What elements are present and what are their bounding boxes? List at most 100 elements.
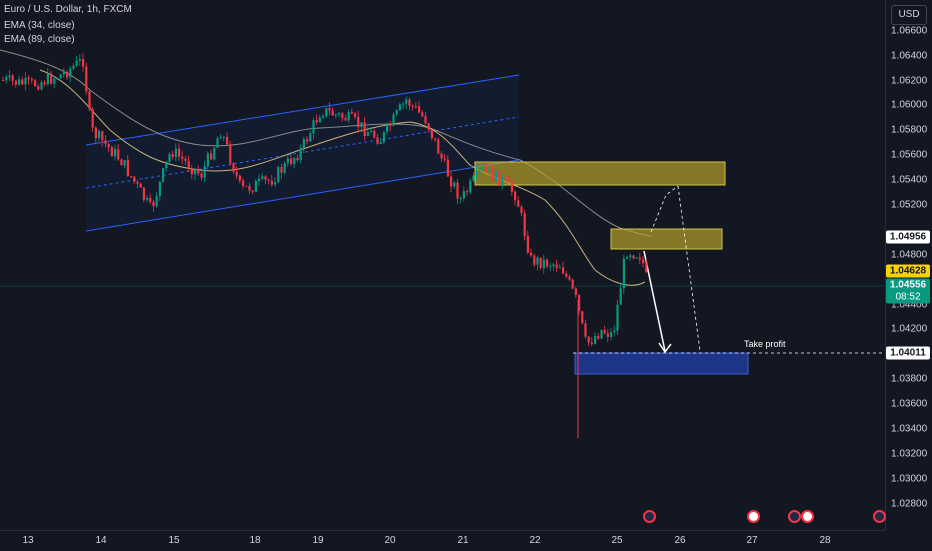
candle-body bbox=[136, 181, 139, 184]
candle-body bbox=[469, 180, 472, 193]
price-tick: 1.05800 bbox=[891, 124, 928, 136]
candle-body bbox=[347, 112, 350, 121]
candle-body bbox=[24, 77, 27, 85]
time-tick: 13 bbox=[22, 535, 34, 546]
candle-body bbox=[603, 329, 606, 334]
candle-body bbox=[357, 116, 360, 128]
candle-body bbox=[606, 333, 609, 337]
candle-body bbox=[514, 191, 517, 201]
candle-body bbox=[363, 122, 366, 136]
candle-body bbox=[315, 120, 318, 123]
bar-countdown: 08:52 bbox=[886, 290, 930, 304]
candle-body bbox=[501, 177, 504, 186]
candle-body bbox=[459, 197, 462, 199]
candle-body bbox=[18, 79, 21, 85]
candle-body bbox=[373, 130, 376, 138]
ema34-legend[interactable]: EMA (34, close) bbox=[4, 20, 75, 31]
candle-body bbox=[133, 176, 136, 182]
chart-svg[interactable] bbox=[0, 0, 885, 530]
candle-body bbox=[360, 122, 363, 128]
candle-body bbox=[485, 167, 488, 172]
candle-body bbox=[30, 79, 33, 81]
price-tick: 1.05600 bbox=[891, 149, 928, 161]
candle-body bbox=[565, 273, 568, 277]
candle-body bbox=[632, 255, 635, 259]
supply-zone-lower bbox=[610, 228, 723, 250]
candle-body bbox=[306, 139, 309, 142]
candle-body bbox=[43, 82, 46, 85]
economic-event-icon[interactable] bbox=[788, 510, 801, 523]
currency-button[interactable]: USD bbox=[891, 5, 927, 25]
zone-price-tag: 1.04956 bbox=[886, 230, 930, 244]
candle-body bbox=[194, 169, 197, 175]
candle-body bbox=[283, 163, 286, 173]
candle-body bbox=[34, 80, 37, 87]
candle-body bbox=[626, 257, 629, 259]
price-axis[interactable]: 1.06600 1.06400 1.06200 1.06000 1.05800 … bbox=[885, 0, 932, 530]
candle-body bbox=[114, 149, 117, 157]
economic-event-icon[interactable] bbox=[873, 510, 886, 523]
candle-body bbox=[155, 196, 158, 207]
candle-body bbox=[491, 169, 494, 181]
price-tick: 1.06000 bbox=[891, 99, 928, 111]
candle-body bbox=[238, 175, 241, 181]
candle-body bbox=[530, 252, 533, 256]
candle-body bbox=[142, 187, 145, 200]
candle-body bbox=[267, 179, 270, 181]
chart-plot-area[interactable]: Euro / U.S. Dollar, 1h, FXCM EMA (34, cl… bbox=[0, 0, 885, 530]
candle-body bbox=[517, 200, 520, 207]
candle-body bbox=[638, 257, 641, 260]
candle-body bbox=[248, 185, 251, 191]
us-flag-event-icon[interactable] bbox=[747, 510, 760, 523]
candle-body bbox=[590, 342, 593, 344]
candle-body bbox=[222, 136, 225, 138]
candle-body bbox=[2, 80, 5, 81]
candle-body bbox=[398, 104, 401, 111]
candle-body bbox=[245, 185, 248, 187]
candle-body bbox=[139, 183, 142, 188]
ema89-legend[interactable]: EMA (89, close) bbox=[4, 34, 75, 45]
candle-body bbox=[226, 136, 229, 145]
candle-body bbox=[456, 182, 459, 199]
time-tick: 21 bbox=[457, 535, 469, 546]
price-tick: 1.04800 bbox=[891, 249, 928, 261]
candle-body bbox=[587, 336, 590, 343]
symbol-title[interactable]: Euro / U.S. Dollar, 1h, FXCM bbox=[4, 4, 132, 15]
candle-body bbox=[466, 191, 469, 193]
time-axis[interactable]: 13 14 15 18 19 20 21 22 25 26 27 28 bbox=[0, 530, 885, 551]
candle-body bbox=[181, 156, 184, 159]
candle-body bbox=[277, 167, 280, 183]
candle-body bbox=[302, 139, 305, 149]
candle-body bbox=[558, 267, 561, 269]
candle-body bbox=[520, 206, 523, 214]
candle-body bbox=[421, 112, 424, 117]
candle-body bbox=[264, 176, 267, 180]
candle-body bbox=[171, 153, 174, 158]
us-flag-event-icon[interactable] bbox=[801, 510, 814, 523]
candle-body bbox=[344, 118, 347, 121]
candle-body bbox=[584, 323, 587, 337]
price-tick: 1.06400 bbox=[891, 50, 928, 62]
price-tick: 1.06600 bbox=[891, 25, 928, 37]
time-tick: 15 bbox=[168, 535, 180, 546]
take-profit-price-tag: 1.04011 bbox=[886, 346, 930, 360]
candle-body bbox=[219, 137, 222, 139]
candle-body bbox=[197, 169, 200, 174]
candle-body bbox=[62, 71, 65, 75]
last-price-tag: 1.04556 bbox=[886, 278, 930, 292]
candle-body bbox=[642, 259, 645, 264]
candle-body bbox=[616, 304, 619, 331]
time-tick: 18 bbox=[249, 535, 261, 546]
candle-body bbox=[539, 257, 542, 268]
candle-body bbox=[533, 255, 536, 265]
candle-body bbox=[386, 124, 389, 132]
candle-body bbox=[270, 180, 273, 185]
candle-body bbox=[312, 120, 315, 134]
candle-body bbox=[82, 58, 85, 67]
candle-body bbox=[274, 182, 277, 185]
candle-body bbox=[453, 182, 456, 187]
price-tick: 1.03600 bbox=[891, 398, 928, 410]
candle-body bbox=[366, 132, 369, 136]
economic-event-icon[interactable] bbox=[643, 510, 656, 523]
candle-body bbox=[498, 170, 501, 186]
